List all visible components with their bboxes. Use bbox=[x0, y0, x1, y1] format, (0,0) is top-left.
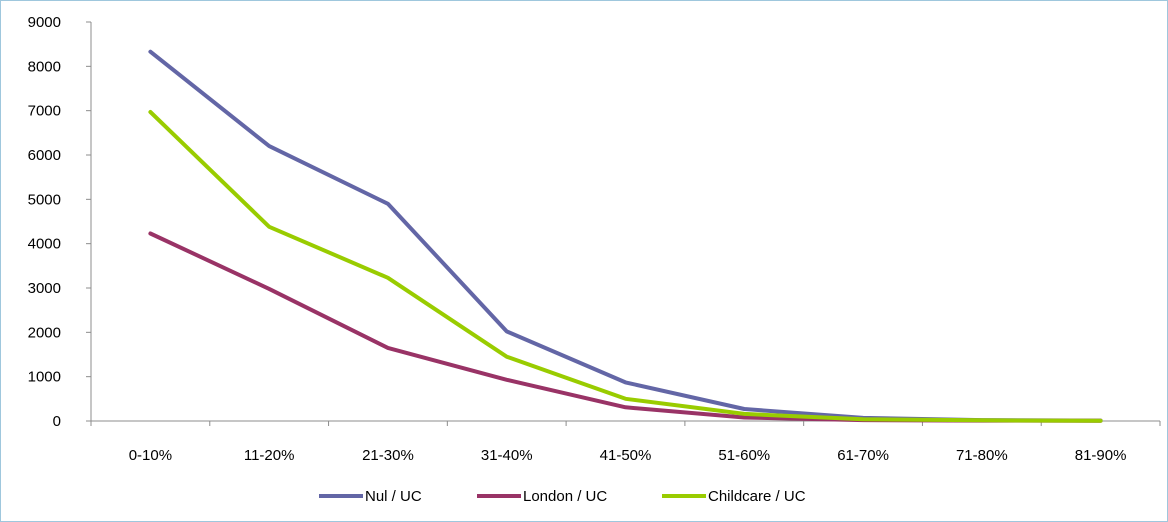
x-tick-label: 41-50% bbox=[600, 447, 652, 464]
legend-item: Childcare / UC bbox=[662, 488, 806, 505]
legend-label: London / UC bbox=[523, 488, 607, 505]
y-tick-label: 5000 bbox=[28, 191, 61, 208]
x-tick-label: 51-60% bbox=[718, 447, 770, 464]
series-line-childcare-uc bbox=[148, 110, 1103, 423]
y-tick-label: 7000 bbox=[28, 103, 61, 120]
series-lines bbox=[148, 49, 1103, 423]
legend-label: Childcare / UC bbox=[708, 488, 806, 505]
legend-item: London / UC bbox=[477, 488, 607, 505]
y-tick-label: 3000 bbox=[28, 280, 61, 297]
y-tick-label: 1000 bbox=[28, 369, 61, 386]
x-tick-label: 61-70% bbox=[837, 447, 889, 464]
x-tick-label: 0-10% bbox=[129, 447, 172, 464]
x-tick-label: 71-80% bbox=[956, 447, 1008, 464]
y-tick-label: 9000 bbox=[28, 14, 61, 31]
x-tick-label: 31-40% bbox=[481, 447, 533, 464]
legend-item: Nul / UC bbox=[319, 488, 422, 505]
x-tick-label: 81-90% bbox=[1075, 447, 1127, 464]
series-line-london-uc bbox=[148, 231, 1103, 423]
x-axis-ticks: 0-10% 11-20% 21-30% 31-40% 41-50% 51-60% 61-70… bbox=[90, 421, 1161, 464]
y-tick-label: 8000 bbox=[28, 58, 61, 75]
axes bbox=[90, 22, 1160, 422]
y-tick-label: 6000 bbox=[28, 147, 61, 164]
y-axis-ticks: 0 1000 2000 3000 4000 5000 6000 7000 8000 9000 bbox=[28, 14, 91, 430]
y-tick-label: 0 bbox=[53, 413, 61, 430]
x-tick-label: 21-30% bbox=[362, 447, 414, 464]
x-tick-label: 11-20% bbox=[244, 447, 295, 464]
legend: Nul / UC London / UC Childcare / UC bbox=[319, 488, 806, 505]
legend-label: Nul / UC bbox=[365, 488, 422, 505]
y-tick-label: 4000 bbox=[28, 236, 61, 253]
y-tick-label: 2000 bbox=[28, 324, 61, 341]
